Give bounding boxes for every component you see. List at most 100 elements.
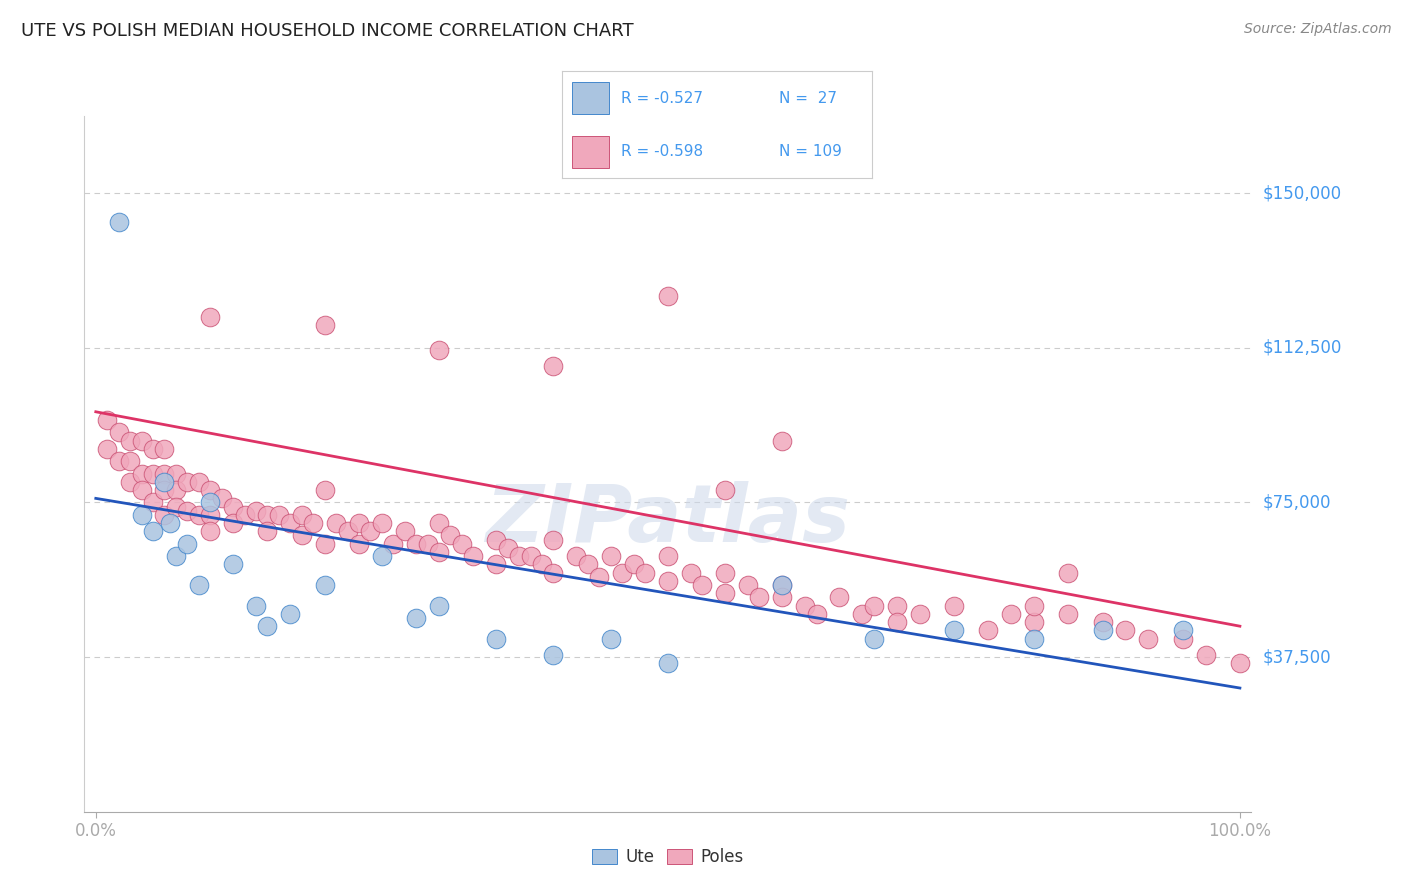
Point xyxy=(439,528,461,542)
Point xyxy=(314,318,336,333)
Point xyxy=(416,537,439,551)
Point xyxy=(565,549,588,563)
Point xyxy=(200,483,222,497)
Point xyxy=(690,578,713,592)
Point xyxy=(267,508,290,522)
Text: $150,000: $150,000 xyxy=(1263,185,1341,202)
Point xyxy=(347,516,370,530)
Point xyxy=(325,516,347,530)
Point xyxy=(737,578,759,592)
Point xyxy=(427,516,450,530)
Point xyxy=(1091,615,1114,629)
Point xyxy=(153,483,176,497)
Point xyxy=(131,483,153,497)
Point xyxy=(96,442,118,456)
Point xyxy=(107,454,129,468)
Point xyxy=(748,591,770,605)
Point xyxy=(1000,607,1022,621)
Text: N = 109: N = 109 xyxy=(779,145,842,159)
Point xyxy=(543,533,565,547)
Point xyxy=(599,549,621,563)
Point xyxy=(211,491,233,506)
Point xyxy=(278,516,301,530)
Point xyxy=(485,533,508,547)
Point xyxy=(657,549,679,563)
Point xyxy=(770,578,793,592)
FancyBboxPatch shape xyxy=(572,136,609,168)
Text: $75,000: $75,000 xyxy=(1263,493,1331,511)
Point xyxy=(679,566,702,580)
Point xyxy=(1057,607,1080,621)
FancyBboxPatch shape xyxy=(572,82,609,114)
Point xyxy=(107,425,129,440)
Point xyxy=(862,632,884,646)
Point xyxy=(405,611,427,625)
Point xyxy=(405,537,427,551)
Point xyxy=(153,467,176,481)
Point xyxy=(463,549,485,563)
Point xyxy=(142,442,165,456)
Point xyxy=(427,343,450,357)
Point xyxy=(942,624,965,638)
Point xyxy=(371,549,394,563)
Point xyxy=(714,566,737,580)
Point xyxy=(851,607,873,621)
Point xyxy=(222,516,245,530)
Point xyxy=(314,578,336,592)
Text: $37,500: $37,500 xyxy=(1263,648,1331,666)
Point xyxy=(165,549,187,563)
Point xyxy=(1229,657,1251,671)
Point xyxy=(200,310,222,324)
Point xyxy=(543,359,565,374)
Text: R = -0.527: R = -0.527 xyxy=(621,91,703,105)
Text: R = -0.598: R = -0.598 xyxy=(621,145,703,159)
Point xyxy=(347,537,370,551)
Point xyxy=(576,558,599,572)
Point xyxy=(131,508,153,522)
Point xyxy=(222,558,245,572)
Point xyxy=(806,607,828,621)
Legend: Ute, Poles: Ute, Poles xyxy=(585,842,751,873)
Point xyxy=(278,607,301,621)
Point xyxy=(200,508,222,522)
Point xyxy=(153,508,176,522)
Point xyxy=(314,483,336,497)
Point xyxy=(159,516,181,530)
Point xyxy=(519,549,541,563)
Point xyxy=(107,215,129,229)
Point xyxy=(1022,615,1045,629)
Point xyxy=(291,528,314,542)
Text: ZIPatlas: ZIPatlas xyxy=(485,481,851,558)
Point xyxy=(1171,632,1194,646)
Point xyxy=(153,442,176,456)
Point xyxy=(1022,632,1045,646)
Point xyxy=(200,495,222,509)
Point xyxy=(714,483,737,497)
Point xyxy=(233,508,256,522)
Text: UTE VS POLISH MEDIAN HOUSEHOLD INCOME CORRELATION CHART: UTE VS POLISH MEDIAN HOUSEHOLD INCOME CO… xyxy=(21,22,634,40)
Point xyxy=(1057,566,1080,580)
Point xyxy=(1171,624,1194,638)
Point xyxy=(302,516,325,530)
Point xyxy=(634,566,657,580)
Point xyxy=(394,524,416,539)
Point xyxy=(886,615,908,629)
Point xyxy=(200,524,222,539)
Point xyxy=(96,413,118,427)
Point xyxy=(770,434,793,448)
Point xyxy=(1194,648,1216,662)
Point xyxy=(588,570,610,584)
Point xyxy=(508,549,530,563)
Point xyxy=(427,599,450,613)
Text: $112,500: $112,500 xyxy=(1263,339,1341,357)
Point xyxy=(142,495,165,509)
Point xyxy=(427,545,450,559)
Point xyxy=(794,599,817,613)
Point xyxy=(120,475,142,489)
Text: N =  27: N = 27 xyxy=(779,91,837,105)
Point xyxy=(142,524,165,539)
Text: Source: ZipAtlas.com: Source: ZipAtlas.com xyxy=(1244,22,1392,37)
Point xyxy=(120,454,142,468)
Point xyxy=(496,541,519,555)
Point xyxy=(187,475,209,489)
